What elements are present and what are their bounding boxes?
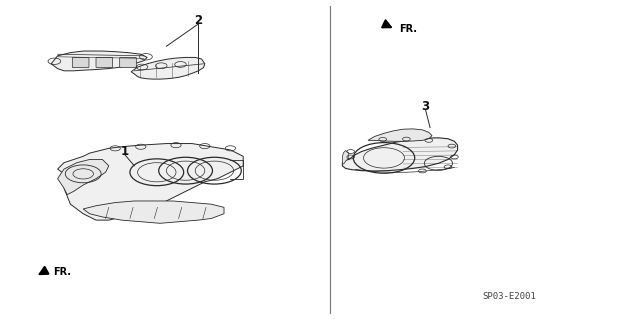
Polygon shape [342, 151, 349, 164]
Text: 3: 3 [422, 100, 429, 113]
Text: 2: 2 [195, 14, 202, 27]
Text: FR.: FR. [53, 267, 71, 277]
Text: SP03-E2001: SP03-E2001 [482, 293, 536, 301]
Polygon shape [131, 57, 205, 79]
FancyBboxPatch shape [72, 57, 89, 68]
Polygon shape [368, 129, 432, 141]
Polygon shape [342, 138, 458, 171]
Polygon shape [58, 160, 109, 195]
FancyBboxPatch shape [96, 57, 113, 68]
Text: FR.: FR. [399, 24, 417, 34]
FancyBboxPatch shape [120, 57, 136, 68]
Polygon shape [58, 144, 243, 220]
Polygon shape [51, 51, 147, 71]
Polygon shape [83, 201, 224, 223]
Text: 1: 1 [121, 145, 129, 158]
